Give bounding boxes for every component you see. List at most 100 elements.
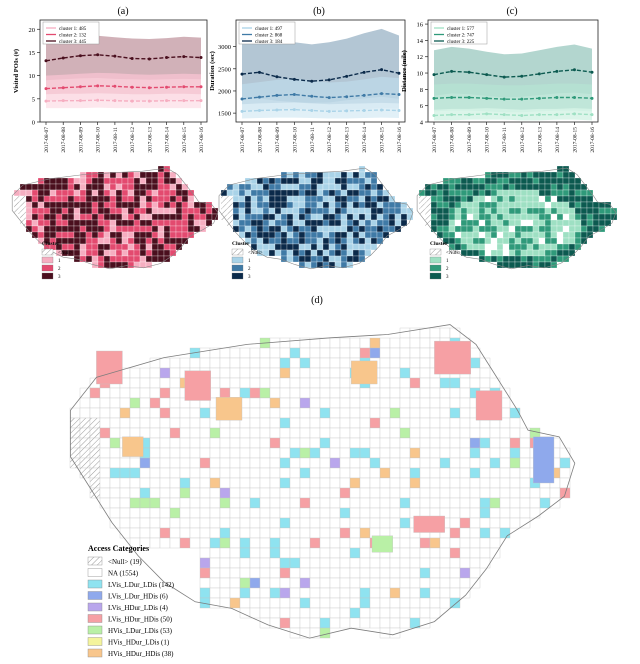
map-tract	[379, 347, 391, 359]
map-tract	[289, 507, 301, 519]
map-tract	[484, 237, 492, 245]
map-legend-item: 3	[446, 275, 449, 280]
map-tract	[379, 337, 391, 349]
map-tract	[239, 577, 251, 589]
map-tract	[568, 237, 576, 245]
map-tract	[514, 213, 522, 221]
map-tract	[509, 457, 521, 469]
map-tract	[484, 231, 492, 239]
x-tick-label: 2017-08-10	[96, 127, 102, 153]
panel-label-a: (a)	[117, 6, 128, 17]
map-tract	[299, 427, 311, 439]
map-tract	[439, 547, 451, 559]
map-tract	[449, 387, 461, 399]
map-tract	[121, 243, 129, 251]
map-tract	[121, 171, 129, 179]
map-tract	[193, 213, 201, 221]
map-tract	[329, 577, 341, 589]
map-tract	[448, 195, 456, 203]
map-tract	[310, 201, 318, 209]
data-point-s2-2	[61, 86, 65, 90]
x-tick-label: 2017-08-08	[450, 127, 456, 153]
map-tract	[550, 249, 558, 257]
map-tract	[129, 487, 141, 499]
map-tract	[262, 231, 270, 239]
map-tract	[442, 207, 450, 215]
map-tract	[550, 183, 558, 191]
map-tract	[43, 207, 51, 215]
map-tract	[189, 467, 201, 479]
x-tick-label: 2017-08-14	[362, 127, 368, 153]
map-tract	[429, 477, 441, 489]
map-tract	[309, 527, 321, 539]
map-tract	[129, 367, 141, 379]
map-tract	[479, 547, 491, 559]
map-tract	[389, 557, 401, 569]
map-tract	[532, 255, 540, 263]
map-tract	[239, 537, 251, 549]
map-tract	[259, 447, 271, 459]
map-tract	[299, 417, 311, 429]
map-tract	[55, 183, 63, 191]
map-tract	[399, 557, 411, 569]
map-tract	[319, 467, 331, 479]
map-tract	[359, 517, 371, 529]
map-tract	[279, 437, 291, 449]
map-tract	[329, 457, 341, 469]
map-tract	[269, 467, 281, 479]
data-point-s1-3	[467, 113, 471, 117]
map-tract	[359, 447, 371, 459]
map-tract	[460, 213, 468, 221]
map-tract	[322, 177, 330, 185]
map-tract	[67, 183, 75, 191]
map-tract	[289, 597, 301, 609]
map-tract	[424, 219, 432, 227]
map-tract	[379, 607, 391, 619]
map-tract	[400, 201, 408, 209]
map-tract	[238, 195, 246, 203]
map-tract	[370, 237, 378, 245]
map-tract	[262, 225, 270, 233]
map-tract	[460, 177, 468, 185]
map-tract	[219, 477, 231, 489]
map-tract	[289, 377, 301, 389]
map-tract	[334, 225, 342, 233]
data-point-s3-7	[537, 72, 541, 76]
map-tract	[279, 367, 291, 379]
map-tract	[449, 447, 461, 459]
map-tract	[556, 249, 564, 257]
map-tract	[109, 189, 117, 197]
map-tract	[449, 377, 461, 389]
map-tract	[439, 537, 451, 549]
map-tract	[349, 427, 361, 439]
map-tract	[586, 231, 594, 239]
map-tract	[489, 497, 501, 509]
map-tract	[299, 557, 311, 569]
map-tract	[371, 535, 393, 553]
map-tract	[310, 225, 318, 233]
map-tract	[424, 207, 432, 215]
legend-entry-3: cluster 3: 184	[255, 40, 283, 45]
map-tract	[472, 177, 480, 185]
map-tract	[352, 183, 360, 191]
map-tract	[359, 547, 371, 559]
map-tract	[279, 417, 291, 429]
map-tract	[502, 219, 510, 227]
map-tract	[508, 243, 516, 251]
map-tract	[499, 447, 511, 459]
map-tract	[544, 213, 552, 221]
map-tract	[226, 207, 234, 215]
map-tract	[359, 497, 371, 509]
map-legend-item: <Null>	[58, 251, 73, 256]
map-tract	[490, 231, 498, 239]
map-tract	[369, 467, 381, 479]
map-tract	[239, 567, 251, 579]
map-tract	[399, 467, 411, 479]
map-tract	[99, 397, 111, 409]
map-legend-swatch	[429, 248, 442, 256]
map-tract	[346, 183, 354, 191]
map-tract	[292, 243, 300, 251]
map-tract	[359, 337, 371, 349]
map-tract	[592, 219, 600, 227]
map-tract	[85, 213, 93, 221]
